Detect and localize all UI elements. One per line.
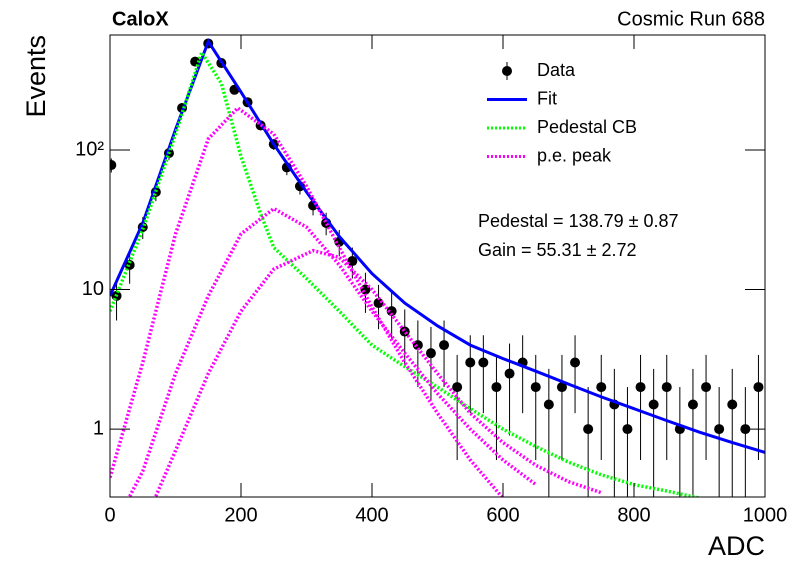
data-point	[110, 160, 117, 171]
data-point	[687, 399, 698, 410]
x-tick-label: 200	[224, 504, 257, 526]
x-axis-label: ADC	[708, 531, 765, 561]
y-tick-label: 1	[93, 417, 104, 439]
annotation: Pedestal = 138.79 ± 0.87	[478, 211, 679, 231]
data-point	[753, 382, 764, 393]
data-point	[661, 382, 672, 393]
data-point	[425, 348, 436, 359]
data-point	[583, 424, 594, 435]
curve	[154, 248, 602, 497]
data-point	[570, 357, 581, 368]
x-tick-label: 600	[486, 504, 519, 526]
x-tick-label: 0	[104, 504, 115, 526]
data-point	[452, 382, 463, 393]
data-point	[412, 340, 423, 351]
data-point	[386, 306, 397, 317]
legend-label: Fit	[537, 88, 557, 108]
annotation: Gain = 55.31 ± 2.72	[478, 240, 637, 260]
y-tick-label: 10	[82, 278, 104, 300]
data-point	[504, 368, 515, 379]
data-point	[190, 56, 201, 67]
data-point	[622, 424, 633, 435]
data-point	[727, 399, 738, 410]
data-point	[648, 399, 659, 410]
y-axis-label: Events	[21, 35, 51, 118]
data-point	[530, 382, 541, 393]
x-tick-label: 800	[617, 504, 650, 526]
curve	[110, 105, 505, 497]
legend-symbol	[502, 66, 512, 76]
chart-title: CaloX	[112, 8, 169, 30]
data-point	[373, 298, 384, 309]
x-tick-label: 400	[355, 504, 388, 526]
data-point	[465, 357, 476, 368]
data-point	[556, 382, 567, 393]
x-tick-label: 1000	[743, 504, 788, 526]
legend-label: Data	[537, 60, 576, 80]
data-point	[714, 424, 725, 435]
legend-label: p.e. peak	[537, 145, 612, 165]
chart-subtitle: Cosmic Run 688	[617, 8, 765, 30]
curve	[110, 38, 765, 454]
data-point	[491, 382, 502, 393]
data-point	[596, 382, 607, 393]
data-point	[347, 256, 358, 267]
curve	[128, 206, 537, 497]
data-point	[478, 357, 489, 368]
data-point	[635, 382, 646, 393]
data-point	[439, 340, 450, 351]
y-tick-label: 10²	[75, 138, 104, 160]
data-point	[124, 259, 135, 270]
frame	[109, 34, 766, 498]
plot-area	[110, 38, 765, 497]
data-point	[701, 382, 712, 393]
legend-label: Pedestal CB	[537, 117, 637, 137]
data-point	[399, 326, 410, 337]
data-point	[543, 399, 554, 410]
